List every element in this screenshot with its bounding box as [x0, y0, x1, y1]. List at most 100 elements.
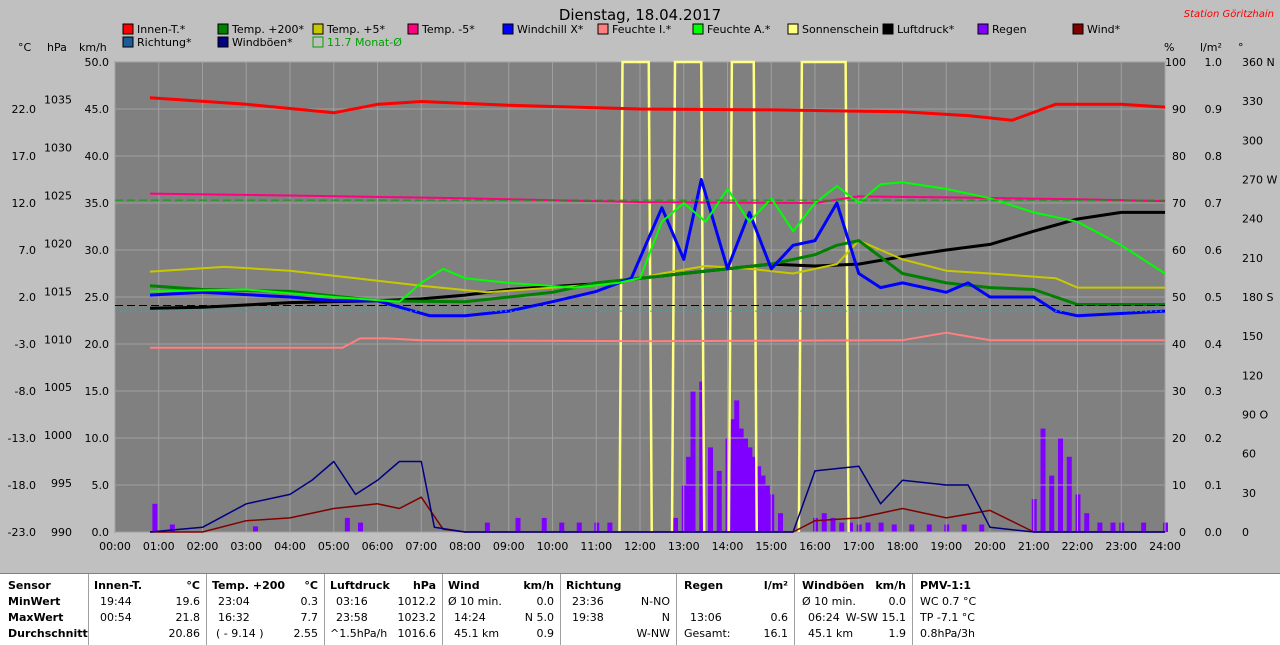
- legend-label: 11.7 Monat-Ø: [327, 36, 402, 49]
- windb-en-line: [149, 460, 1165, 533]
- legend-label: Regen: [992, 23, 1027, 36]
- axis-degree-label: 150: [1242, 330, 1263, 343]
- rain-bar: [1110, 522, 1116, 532]
- rain-bar: [690, 391, 696, 532]
- axis-lm2-label: 0.6: [1205, 244, 1223, 257]
- rain-bar: [708, 447, 713, 532]
- rain-bar: [747, 447, 753, 532]
- stats-temp-max-val: 7.7: [300, 611, 319, 624]
- rain-bar: [1084, 513, 1090, 532]
- axis-celsius-label: 12.0: [12, 197, 37, 210]
- axis-time-label: 05:00: [318, 540, 350, 553]
- rain-bar: [764, 485, 770, 532]
- stats-richt-max-time: 19:38: [572, 611, 604, 624]
- legend-swatch: [312, 23, 324, 35]
- legend-swatch: [882, 23, 894, 35]
- axis-degree-label: 120: [1242, 369, 1263, 382]
- axis-lm2-label: 0.4: [1205, 338, 1223, 351]
- axis-celsius-label: 22.0: [12, 103, 37, 116]
- axis-degree-label: 330: [1242, 95, 1263, 108]
- stats-innen-title: Innen-T.: [94, 579, 143, 592]
- stats-richt-title: Richtung: [566, 579, 622, 592]
- rain-bar: [839, 522, 845, 532]
- axis-kmh-label: 5.0: [92, 479, 110, 492]
- axis-kmh-label: 10.0: [85, 432, 110, 445]
- axis-celsius-label: -23.0: [8, 526, 36, 539]
- stats-wind-avg-label: 45.1 km: [454, 627, 500, 640]
- stats-wind-max-time: 14:24: [454, 611, 486, 624]
- axis-celsius-label: 7.0: [19, 244, 37, 257]
- rain-bar: [152, 503, 158, 532]
- axis-degree-label: 180 S: [1242, 291, 1273, 304]
- stats-boen-min-val: 0.0: [888, 595, 907, 608]
- axis-percent-label: 10: [1172, 479, 1186, 492]
- rain-bar: [926, 524, 932, 532]
- legend-swatch: [312, 36, 324, 48]
- axis-time-label: 02:00: [187, 540, 219, 553]
- unit-percent: %: [1164, 41, 1174, 54]
- legend-label: Windchill X*: [517, 23, 584, 36]
- rain-bar: [673, 517, 678, 532]
- sunshine-line: [618, 60, 653, 533]
- axis-degree-label: 60: [1242, 448, 1256, 461]
- axis-celsius-label: -3.0: [15, 338, 36, 351]
- stats-col-wind: Wind km/h Ø 10 min. 0.0 14:24 N 5.0 45.1 km…: [442, 574, 561, 645]
- legend-swatch: [597, 23, 609, 35]
- axis-hpa-label: 1035: [44, 94, 72, 107]
- unit-degree: °: [1238, 41, 1244, 54]
- axis-time-label: 22:00: [1062, 540, 1094, 553]
- legend-label: Windböen*: [232, 36, 293, 49]
- axis-time-label: 19:00: [930, 540, 962, 553]
- row-label-max: MaxWert: [8, 611, 64, 624]
- legend-label: Wind*: [1087, 23, 1121, 36]
- rain-bar: [751, 456, 757, 532]
- rain-bar: [169, 524, 175, 532]
- unit-lm2: l/m²: [1200, 41, 1222, 54]
- rain-bar: [729, 419, 735, 532]
- sunshine-line: [670, 60, 706, 533]
- stats-regen-unit: l/m²: [763, 579, 788, 592]
- legend-label: Richtung*: [137, 36, 192, 49]
- stats-col-labels: Sensor MinWert MaxWert Durchschnitt: [0, 574, 89, 645]
- stats-col-regen: Regen l/m² 13:06 0.6 Gesamt: 16.1: [676, 574, 795, 645]
- stats-wind-avg: 0.9: [536, 627, 555, 640]
- axis-kmh-label: 50.0: [85, 56, 110, 69]
- rain-bar: [541, 517, 547, 532]
- stats-boen-min-time: Ø 10 min.: [802, 595, 856, 608]
- stats-wind-min-val: 0.0: [536, 595, 555, 608]
- rain-bar: [734, 400, 740, 532]
- axis-time-label: 12:00: [624, 540, 656, 553]
- axis-time-label: 13:00: [668, 540, 700, 553]
- row-label-avg: Durchschnitt: [8, 627, 88, 640]
- stats-temp-max-time: 16:32: [218, 611, 250, 624]
- rain-bar: [865, 522, 871, 532]
- stats-temp-unit: °C: [304, 579, 318, 592]
- axis-hpa-label: 995: [51, 477, 72, 490]
- legend-label: Temp. -5*: [421, 23, 475, 36]
- legend-swatch: [122, 36, 134, 48]
- stats-temp-avg: 2.55: [293, 627, 319, 640]
- axis-percent-label: 0: [1179, 526, 1186, 539]
- axis-kmh-label: 30.0: [85, 244, 110, 257]
- axis-percent-label: 100: [1165, 56, 1186, 69]
- axis-time-label: 15:00: [755, 540, 787, 553]
- rain-bar: [716, 470, 722, 532]
- legend-swatch: [692, 23, 704, 35]
- legend-swatch: [787, 23, 799, 35]
- rain-bar: [891, 524, 897, 532]
- stats-col-richtung: Richtung 23:36 N-NO 19:38 N W-NW: [560, 574, 677, 645]
- rain-bar: [756, 466, 762, 532]
- stats-innen-avg: 20.86: [168, 627, 201, 640]
- innen-t-line: [149, 96, 1166, 122]
- axis-lm2-label: 0.0: [1205, 526, 1223, 539]
- axis-time-label: 03:00: [230, 540, 262, 553]
- axis-celsius-label: 2.0: [19, 291, 37, 304]
- axis-time-label: 09:00: [493, 540, 525, 553]
- chart-title: Dienstag, 18.04.2017: [559, 6, 721, 24]
- stats-innen-min-val: 19.6: [175, 595, 201, 608]
- axis-time-label: 10:00: [537, 540, 569, 553]
- stats-boen-avg: 1.9: [888, 627, 907, 640]
- rain-bar: [878, 522, 884, 532]
- axis-celsius-label: -13.0: [8, 432, 36, 445]
- axis-percent-label: 40: [1172, 338, 1186, 351]
